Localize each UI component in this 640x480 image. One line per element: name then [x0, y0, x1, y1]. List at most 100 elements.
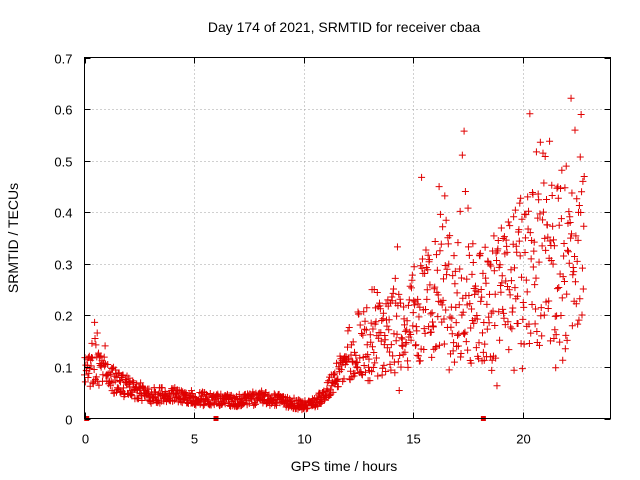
data-point: [97, 352, 105, 360]
data-point: [499, 305, 507, 313]
data-point: [446, 232, 454, 240]
data-point: [418, 173, 426, 181]
data-point: [355, 310, 363, 318]
data-point: [366, 377, 374, 385]
data-point: [395, 290, 403, 298]
data-point: [535, 258, 543, 266]
data-point: [392, 337, 400, 345]
data-point: [464, 243, 472, 251]
data-point: [542, 246, 550, 254]
data-point: [504, 318, 512, 326]
data-point: [371, 359, 379, 367]
data-point: [506, 291, 514, 299]
data-point: [407, 284, 415, 292]
data-point: [567, 234, 575, 242]
data-point: [577, 209, 585, 217]
data-point: [462, 338, 470, 346]
data-point: [549, 260, 557, 268]
data-point: [442, 306, 450, 314]
data-point: [567, 94, 575, 102]
data-point: [538, 332, 546, 340]
data-point: [521, 234, 529, 242]
data-point: [455, 301, 463, 309]
data-point: [541, 234, 549, 242]
y-tick-label: 0.2: [54, 309, 72, 324]
data-point: [359, 331, 367, 339]
data-point: [546, 237, 554, 245]
data-point: [528, 300, 536, 308]
data-point: [479, 329, 487, 337]
data-point: [334, 375, 342, 383]
data-point: [119, 371, 127, 379]
data-point: [544, 304, 552, 312]
data-point: [497, 224, 505, 232]
data-point: [515, 237, 523, 245]
data-point: [433, 266, 441, 274]
data-point: [92, 341, 100, 349]
data-point: [169, 397, 177, 405]
data-point: [511, 284, 519, 292]
data-point: [378, 317, 386, 325]
data-point: [390, 285, 398, 293]
data-point: [372, 354, 380, 362]
data-point: [325, 392, 333, 400]
data-point: [495, 308, 503, 316]
data-point: [500, 233, 508, 241]
data-point: [416, 357, 424, 365]
data-point: [557, 215, 565, 223]
data-point: [450, 339, 458, 347]
data-point: [450, 252, 458, 260]
data-point: [245, 399, 253, 407]
data-point: [560, 252, 568, 260]
data-point: [525, 207, 533, 215]
data-point: [479, 348, 487, 356]
data-point: [574, 320, 582, 328]
data-point: [91, 334, 99, 342]
data-point: [422, 246, 430, 254]
data-point: [514, 320, 522, 328]
data-point: [239, 398, 247, 406]
data-point: [92, 373, 100, 381]
data-point: [329, 370, 337, 378]
data-point: [525, 340, 533, 348]
data-point: [475, 355, 483, 363]
data-point: [437, 240, 445, 248]
data-point: [488, 366, 496, 374]
data-point: [373, 289, 381, 297]
data-point: [360, 362, 368, 370]
data-point: [431, 283, 439, 291]
data-point: [403, 317, 411, 325]
data-point: [543, 195, 551, 203]
data-point: [426, 281, 434, 289]
data-point: [549, 222, 557, 230]
data-point: [351, 360, 359, 368]
data-point: [389, 352, 397, 360]
data-point: [372, 318, 380, 326]
data-point: [393, 243, 401, 251]
data-point: [573, 195, 581, 203]
data-point: [459, 308, 467, 316]
data-point: [432, 342, 440, 350]
data-point: [130, 378, 138, 386]
data-point: [447, 323, 455, 331]
data-point: [507, 266, 515, 274]
data-point: [477, 286, 485, 294]
data-point: [472, 344, 480, 352]
data-point: [496, 261, 504, 269]
data-point: [489, 307, 497, 315]
data-point: [562, 331, 570, 339]
data-point: [558, 294, 566, 302]
x-tick-labels: 0 5 10 15 20: [82, 432, 531, 447]
data-point: [482, 279, 490, 287]
data-point: [406, 282, 414, 290]
data-point: [548, 181, 556, 189]
data-point: [452, 303, 460, 311]
data-point: [345, 323, 353, 331]
data-point: [368, 368, 376, 376]
data-point: [421, 329, 429, 337]
data-point: [117, 388, 125, 396]
data-point: [448, 314, 456, 322]
data-point: [454, 239, 462, 247]
data-point: [449, 347, 457, 355]
data-point: [400, 321, 408, 329]
